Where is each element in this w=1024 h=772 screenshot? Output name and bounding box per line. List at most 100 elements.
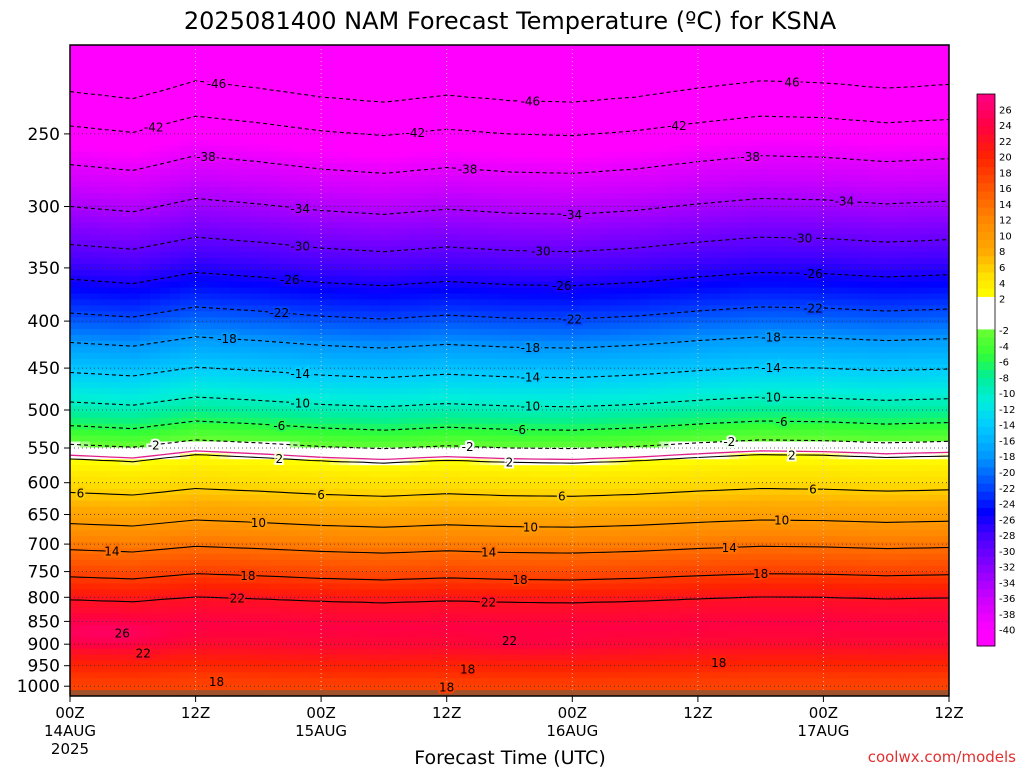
heat-cell: [329, 281, 341, 289]
heat-cell: [209, 204, 221, 212]
heat-cell: [189, 346, 201, 354]
heat-cell: [239, 583, 251, 591]
heat-cell: [349, 74, 361, 82]
heat-cell: [399, 198, 411, 206]
heat-cell: [169, 293, 181, 301]
heat-cell: [179, 50, 191, 58]
heat-cell: [359, 198, 371, 206]
heat-cell: [279, 86, 291, 93]
heat-cell: [249, 512, 261, 520]
heat-cell: [219, 370, 231, 378]
heat-cell: [279, 601, 291, 608]
heat-cell: [329, 388, 341, 395]
heat-cell: [309, 601, 321, 608]
heat-cell: [70, 435, 81, 443]
heat-cell: [389, 619, 401, 626]
heat-cell: [369, 240, 381, 247]
heat-cell: [239, 86, 251, 93]
heat-cell: [229, 50, 241, 58]
heat-cell: [70, 678, 81, 685]
heat-cell: [429, 252, 441, 259]
heat-cell: [299, 116, 311, 123]
heat-cell: [409, 50, 421, 58]
heat-cell: [239, 352, 251, 360]
heat-cell: [379, 299, 391, 306]
heat-cell: [509, 465, 521, 472]
heat-cell: [239, 281, 251, 289]
heat-cell: [179, 630, 191, 638]
heat-cell: [269, 346, 281, 354]
heat-cell: [209, 601, 221, 608]
heat-cell: [399, 216, 411, 224]
heat-cell: [449, 400, 461, 407]
heat-cell: [419, 583, 431, 591]
heat-cell: [409, 400, 421, 407]
heat-cell: [239, 258, 251, 265]
heat-cell: [379, 74, 391, 82]
heat-cell: [129, 50, 141, 58]
heat-cell: [249, 577, 261, 585]
heat-cell: [359, 74, 371, 82]
heat-cell: [239, 642, 251, 650]
heat-cell: [289, 133, 301, 141]
heat-cell: [159, 589, 171, 596]
heat-cell: [139, 435, 151, 443]
heat-cell: [469, 648, 481, 656]
heat-cell: [149, 684, 161, 691]
heat-cell: [79, 589, 91, 596]
heat-cell: [89, 630, 101, 638]
heat-cell: [409, 269, 421, 277]
heat-cell: [289, 246, 301, 253]
heat-cell: [379, 642, 391, 650]
heat-cell: [169, 382, 181, 389]
heat-cell: [199, 548, 211, 555]
heat-cell: [449, 642, 461, 650]
heat-cell: [79, 548, 91, 555]
heat-cell: [119, 352, 131, 360]
heat-cell: [159, 269, 171, 277]
heat-cell: [299, 157, 311, 164]
heat-cell: [429, 80, 441, 88]
heat-cell: [249, 86, 261, 93]
heat-cell: [429, 400, 441, 407]
heat-cell: [249, 346, 261, 354]
heat-cell: [70, 157, 81, 164]
heat-cell: [349, 429, 361, 437]
heat-cell: [109, 406, 121, 413]
heat-cell: [399, 323, 411, 330]
heat-cell: [489, 240, 501, 247]
heat-cell: [209, 577, 221, 585]
heat-cell: [129, 518, 141, 525]
heat-cell: [129, 595, 141, 602]
heat-cell: [179, 477, 191, 484]
heat-cell: [359, 234, 371, 241]
heat-cell: [119, 364, 131, 372]
heat-cell: [219, 382, 231, 389]
heat-cell: [329, 258, 341, 265]
heat-cell: [349, 417, 361, 425]
heat-cell: [499, 382, 511, 389]
heat-cell: [79, 281, 91, 289]
heat-cell: [349, 305, 361, 312]
heat-cell: [159, 80, 171, 88]
heat-cell: [279, 648, 291, 656]
heat-cell: [439, 411, 451, 419]
heat-cell: [369, 311, 381, 318]
heat-cell: [439, 654, 451, 662]
heat-cell: [99, 482, 111, 490]
heat-cell: [289, 127, 301, 135]
heat-cell: [199, 589, 211, 596]
heat-cell: [329, 45, 341, 52]
heat-cell: [479, 127, 491, 135]
heat-cell: [109, 263, 121, 271]
heat-cell: [509, 181, 521, 188]
heat-cell: [249, 465, 261, 472]
heat-cell: [239, 636, 251, 644]
heat-cell: [219, 329, 231, 336]
heat-cell: [509, 666, 521, 673]
heat-cell: [169, 583, 181, 591]
heat-cell: [299, 406, 311, 413]
heat-cell: [209, 589, 221, 596]
heat-cell: [459, 127, 471, 135]
heat-cell: [119, 589, 131, 596]
